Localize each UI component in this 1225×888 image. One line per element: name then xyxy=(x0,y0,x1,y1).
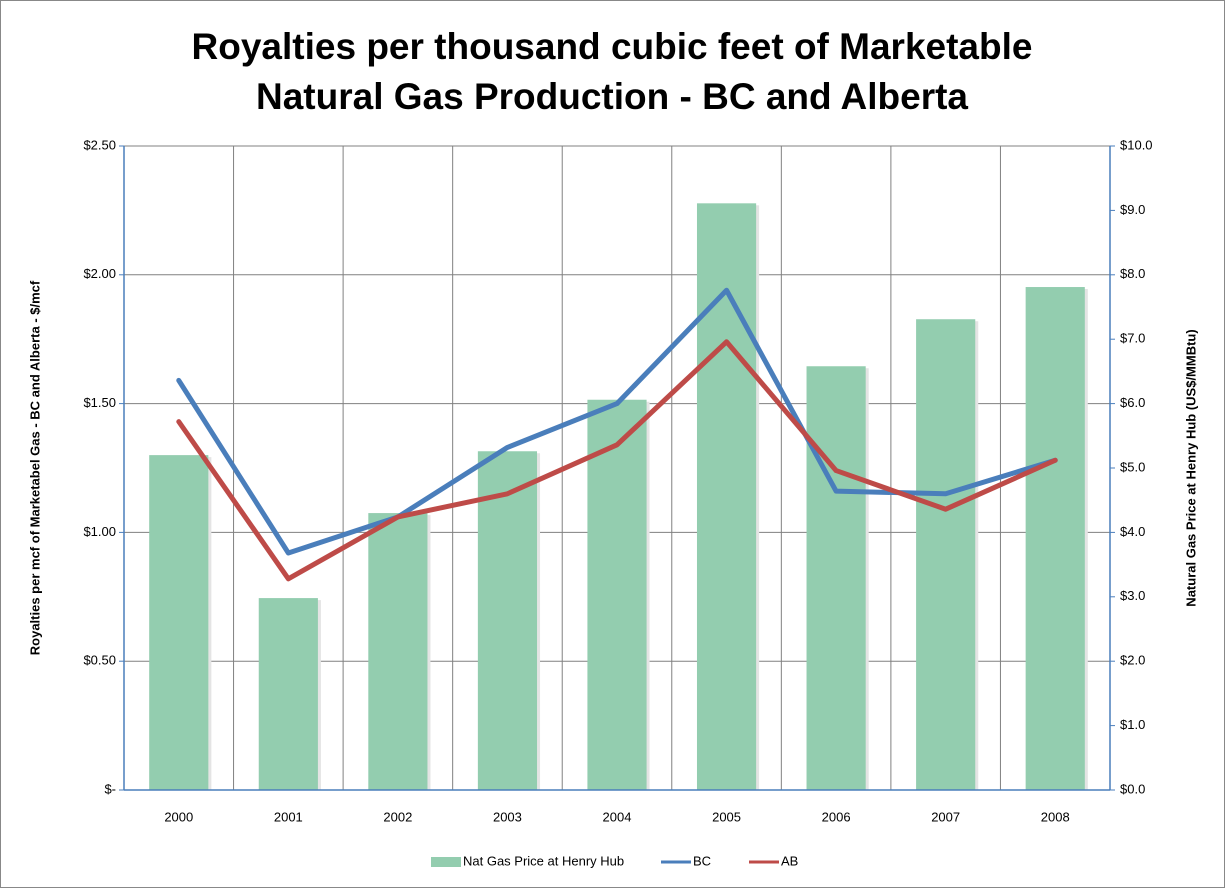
bar xyxy=(1025,287,1085,790)
x-tick-label: 2003 xyxy=(493,809,522,824)
x-tick-label: 2005 xyxy=(712,809,741,824)
y2-tick-label: $5.0 xyxy=(1120,459,1145,474)
y2-tick-label: $1.0 xyxy=(1120,717,1145,732)
y-tick-label: $0.50 xyxy=(83,653,116,668)
y2-axis-label: Natural Gas Price at Henry Hub (US$/MMBt… xyxy=(1183,329,1198,606)
bar xyxy=(258,598,318,790)
bar xyxy=(368,513,428,790)
y2-tick-label: $0.0 xyxy=(1120,781,1145,796)
y2-tick-label: $10.0 xyxy=(1120,137,1153,152)
y-tick-label: $2.50 xyxy=(83,137,116,152)
x-tick-label: 2008 xyxy=(1041,809,1070,824)
y-tick-label: $2.00 xyxy=(83,266,116,281)
y2-tick-label: $2.0 xyxy=(1120,653,1145,668)
y-tick-label: $1.50 xyxy=(83,395,116,410)
y2-tick-label: $4.0 xyxy=(1120,524,1145,539)
legend-swatch xyxy=(431,857,461,867)
y2-tick-label: $6.0 xyxy=(1120,395,1145,410)
bar xyxy=(477,451,538,790)
y2-tick-label: $7.0 xyxy=(1120,331,1145,346)
line xyxy=(176,339,1058,582)
y-tick-label: $- xyxy=(104,781,116,796)
bar xyxy=(149,455,209,790)
x-tick-label: 2007 xyxy=(931,809,960,824)
legend-label: BC xyxy=(693,853,711,868)
x-tick-label: 2004 xyxy=(603,809,632,824)
y-axis-label: Royalties per mcf of Marketabel Gas - BC… xyxy=(27,280,42,655)
bar xyxy=(587,399,647,790)
x-tick-label: 2000 xyxy=(164,809,193,824)
x-tick-label: 2001 xyxy=(274,809,303,824)
bar xyxy=(806,366,866,790)
x-tick-label: 2002 xyxy=(383,809,412,824)
y2-tick-label: $3.0 xyxy=(1120,588,1145,603)
y2-tick-label: $8.0 xyxy=(1120,266,1145,281)
legend-label: AB xyxy=(781,853,798,868)
chart-title: Royalties per thousand cubic feet of Mar… xyxy=(191,26,1033,117)
legend-label: Nat Gas Price at Henry Hub xyxy=(463,853,624,868)
bar xyxy=(916,319,976,790)
x-tick-label: 2006 xyxy=(822,809,851,824)
y2-tick-label: $9.0 xyxy=(1120,202,1145,217)
bar xyxy=(696,203,757,791)
y-tick-label: $1.00 xyxy=(83,524,116,539)
line xyxy=(176,287,1058,556)
